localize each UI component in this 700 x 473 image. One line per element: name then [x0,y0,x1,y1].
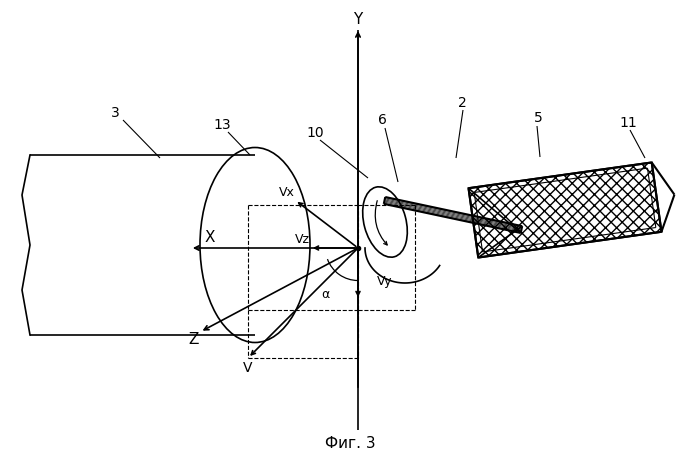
Text: Vz: Vz [295,234,309,246]
Text: X: X [204,230,216,245]
Text: α: α [321,289,329,301]
Text: 10: 10 [306,126,324,140]
Text: 13: 13 [214,118,231,132]
Text: Z: Z [189,333,199,348]
Text: Фиг. 3: Фиг. 3 [325,436,375,450]
Text: Y: Y [354,12,363,27]
Text: 3: 3 [111,106,120,120]
Text: 2: 2 [458,96,466,110]
Text: 11: 11 [619,116,637,130]
Text: 5: 5 [533,111,542,125]
Text: 6: 6 [377,113,386,127]
Text: Vx: Vx [279,185,295,199]
Text: Vy: Vy [377,275,393,289]
Text: V: V [244,361,253,375]
